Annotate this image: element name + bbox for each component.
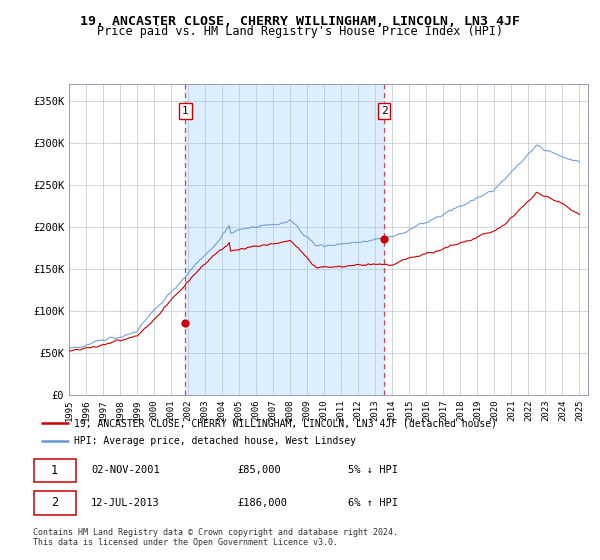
Text: HPI: Average price, detached house, West Lindsey: HPI: Average price, detached house, West… [74, 436, 356, 446]
Text: 19, ANCASTER CLOSE, CHERRY WILLINGHAM, LINCOLN, LN3 4JF: 19, ANCASTER CLOSE, CHERRY WILLINGHAM, L… [80, 15, 520, 27]
Text: £85,000: £85,000 [237, 465, 281, 475]
Bar [185, 84, 385, 395]
Text: This data is licensed under the Open Government Licence v3.0.: This data is licensed under the Open Gov… [33, 538, 338, 547]
Text: Price paid vs. HM Land Registry's House Price Index (HPI): Price paid vs. HM Land Registry's House … [97, 25, 503, 38]
Text: 1: 1 [51, 464, 58, 477]
Text: Contains HM Land Registry data © Crown copyright and database right 2024.: Contains HM Land Registry data © Crown c… [33, 528, 398, 536]
Text: 19, ANCASTER CLOSE, CHERRY WILLINGHAM, LINCOLN, LN3 4JF (detached house): 19, ANCASTER CLOSE, CHERRY WILLINGHAM, L… [74, 418, 497, 428]
Text: 02-NOV-2001: 02-NOV-2001 [91, 465, 160, 475]
FancyBboxPatch shape [34, 459, 76, 482]
Text: £186,000: £186,000 [237, 498, 287, 507]
Text: 1: 1 [182, 106, 189, 116]
Point [380, 234, 389, 243]
Text: 5% ↓ HPI: 5% ↓ HPI [347, 465, 398, 475]
FancyBboxPatch shape [34, 491, 76, 515]
Text: 2: 2 [381, 106, 388, 116]
Text: 2: 2 [51, 496, 58, 509]
Point [181, 319, 190, 328]
Text: 6% ↑ HPI: 6% ↑ HPI [347, 498, 398, 507]
Text: 12-JUL-2013: 12-JUL-2013 [91, 498, 160, 507]
